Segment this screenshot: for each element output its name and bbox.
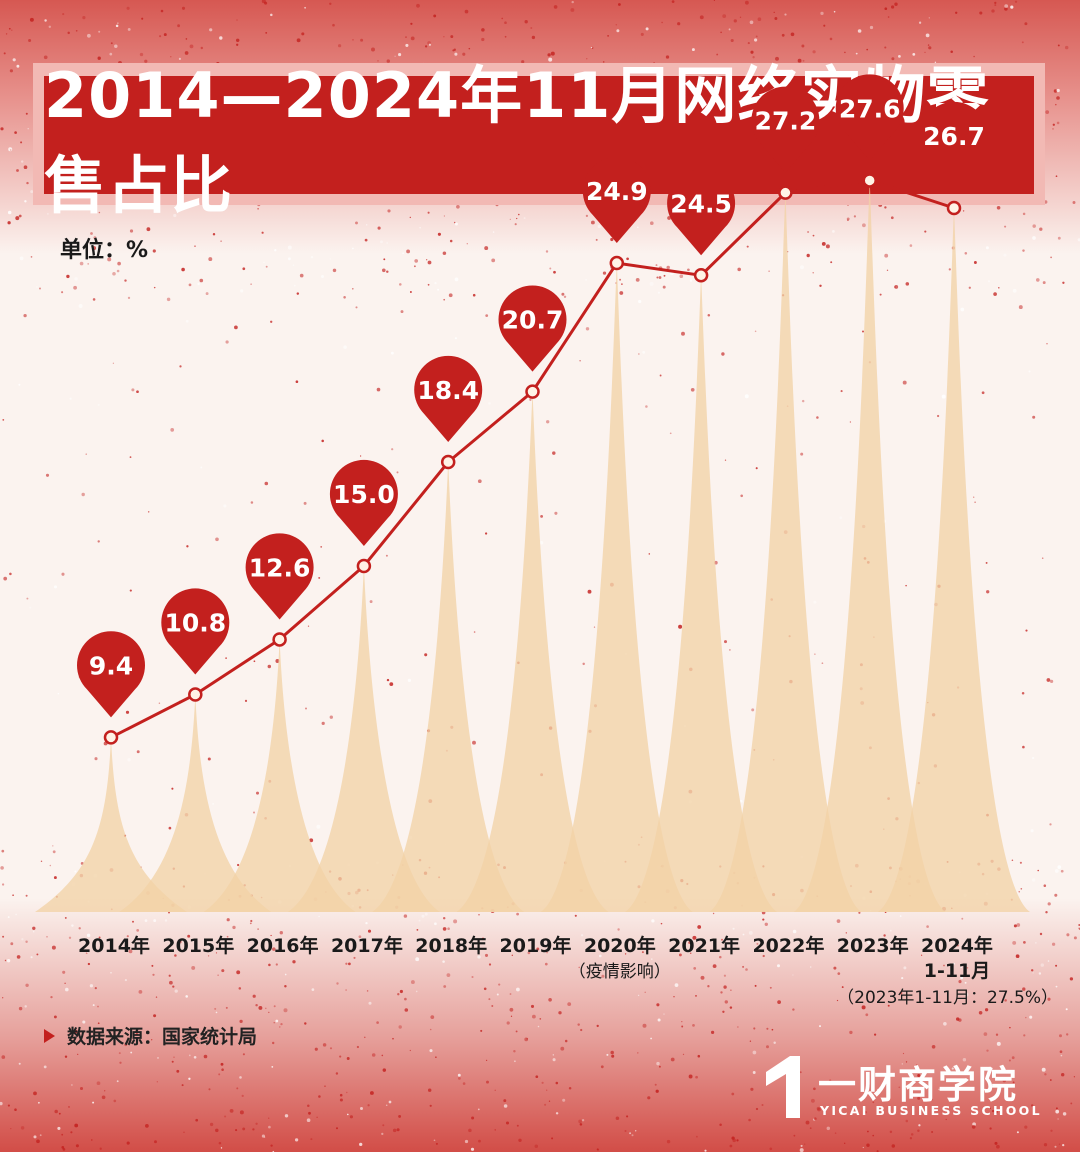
value-label-4: 18.4 — [417, 376, 479, 405]
tick-label-4: 2018年 — [415, 934, 487, 957]
value-pin-7: 24.5 — [667, 169, 736, 256]
tick-label-3: 2017年 — [331, 934, 403, 957]
peak-10 — [878, 207, 1030, 913]
data-point-7 — [693, 268, 709, 283]
comparison-note: （2023年1-11月：27.5%） — [837, 988, 1058, 1008]
peak-4 — [372, 461, 525, 912]
value-label-2: 12.6 — [249, 553, 311, 582]
data-point-4 — [440, 454, 456, 470]
data-point-3 — [356, 558, 372, 574]
peak-8 — [709, 192, 862, 912]
data-point-6 — [609, 255, 625, 271]
value-label-0: 9.4 — [89, 651, 133, 680]
value-pin-6: 24.9 — [582, 156, 651, 244]
peak-9 — [793, 180, 946, 912]
value-label-1: 10.8 — [164, 609, 226, 638]
source-label: 数据来源：国家统计局 — [67, 1026, 258, 1048]
peak-shapes — [35, 180, 1030, 913]
value-pin-2: 12.6 — [245, 533, 314, 620]
value-pin-8: 27.2 — [751, 86, 820, 173]
peak-6 — [540, 263, 693, 912]
peak-0 — [35, 737, 187, 912]
data-point-5 — [525, 384, 540, 399]
peak-2 — [203, 639, 356, 912]
tick-label-0: 2014年 — [78, 934, 150, 957]
value-pin-0: 9.4 — [77, 631, 145, 718]
peak-3 — [287, 566, 440, 912]
value-label-6: 24.9 — [586, 177, 648, 206]
value-label-7: 24.5 — [670, 189, 732, 218]
triangle-bullet-icon — [44, 1028, 55, 1043]
unit-label: 单位：% — [60, 238, 149, 263]
tick-label-8: 2022年 — [752, 934, 824, 957]
peak-7 — [625, 275, 778, 912]
value-pin-4: 18.4 — [414, 355, 483, 442]
value-pin-10: 26.7 — [919, 101, 988, 188]
data-point-1 — [188, 687, 203, 702]
page-title: 2014—2024年11月网络实物零售占比 — [44, 59, 990, 222]
data-source: 数据来源：国家统计局 — [44, 1022, 257, 1049]
value-pin-3: 15.0 — [329, 459, 398, 546]
tick-label-2: 2016年 — [247, 934, 319, 957]
tick-label-6: 2020年 — [584, 934, 656, 957]
yicai-logo-icon — [766, 1056, 800, 1118]
data-point-9 — [862, 173, 877, 188]
peak-1 — [119, 694, 272, 912]
tick-label-9: 2023年 — [837, 934, 909, 957]
value-label-10: 26.7 — [923, 122, 985, 151]
data-point-8 — [778, 185, 793, 200]
data-point-10 — [946, 200, 962, 216]
value-label-9: 27.6 — [839, 94, 901, 123]
value-label-5: 20.7 — [502, 306, 564, 335]
tick-label-7: 2021年 — [668, 934, 740, 957]
logo-text-cn: 一财商学院 — [818, 1063, 1019, 1107]
tick-label-10: 2024年 — [921, 934, 993, 957]
value-pin-9: 27.6 — [835, 74, 904, 161]
tick-label-5: 2019年 — [500, 934, 572, 957]
value-label-3: 15.0 — [333, 480, 395, 509]
tick-label-1: 2015年 — [162, 934, 234, 957]
data-point-2 — [272, 632, 287, 647]
value-pin-5: 20.7 — [498, 285, 567, 372]
value-pin-1: 10.8 — [161, 588, 230, 675]
data-point-0 — [103, 730, 119, 745]
yicai-logo: 一财商学院 YICAI BUSINESS SCHOOL — [762, 1052, 1042, 1122]
logo-text-en: YICAI BUSINESS SCHOOL — [820, 1103, 1042, 1118]
tick-note-10: 1-11月 — [924, 960, 991, 982]
tick-note-6: （疫情影响） — [569, 962, 671, 982]
value-label-8: 27.2 — [755, 107, 817, 136]
peak-5 — [456, 391, 609, 913]
